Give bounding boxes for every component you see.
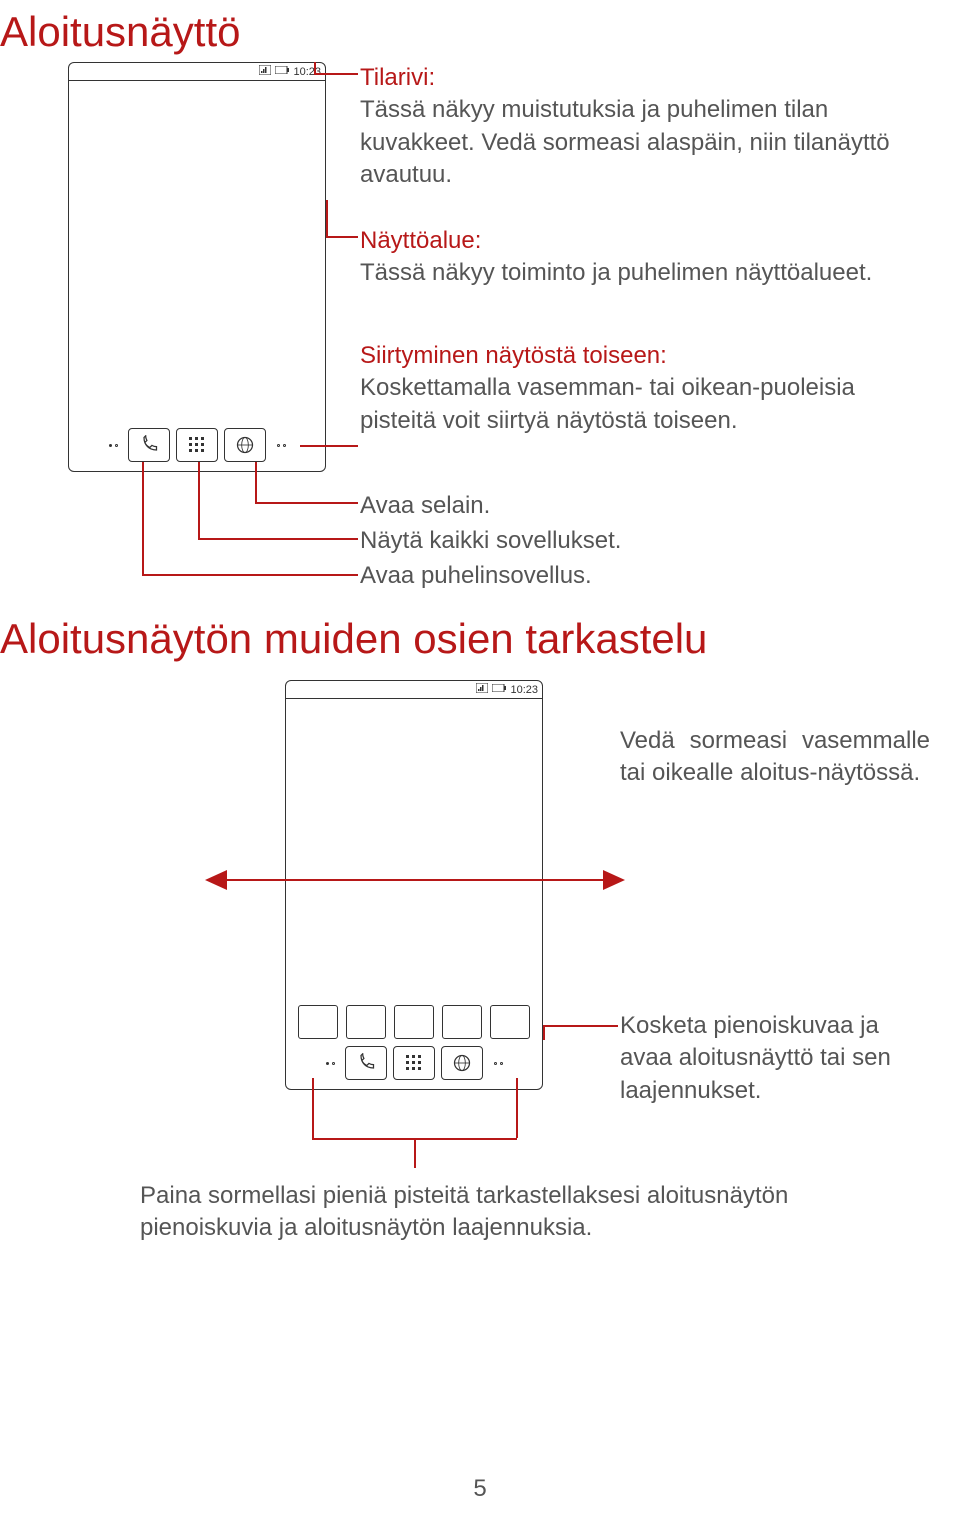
page: Aloitusnäyttö 10:23 (0, 0, 960, 1523)
thumbnail (346, 1005, 386, 1039)
battery-icon (492, 684, 506, 695)
phone-navbar (286, 1043, 542, 1083)
leader-line (543, 1025, 618, 1027)
phone-mockup-2: 10:23 (285, 680, 543, 1090)
leader-line (255, 502, 358, 504)
leader-tick (326, 200, 328, 237)
leader-tick (543, 1025, 545, 1040)
arrow-line (225, 879, 605, 881)
thumbnail (394, 1005, 434, 1039)
nayttoalue-body: Tässä näkyy toiminto ja puhelimen näyttö… (360, 259, 872, 286)
thumbnail (298, 1005, 338, 1039)
leader-line (300, 445, 358, 447)
leader-line (198, 538, 358, 540)
nav-apps-icon (393, 1046, 435, 1080)
callout-nayttoalue: Näyttöalue: Tässä näkyy toiminto ja puhe… (360, 225, 930, 290)
tilarivi-label: Tilarivi: (360, 64, 435, 91)
status-time: 10:23 (510, 684, 538, 696)
nayttoalue-label: Näyttöalue: (360, 227, 481, 254)
phone-navbar (69, 425, 325, 465)
leader-line (312, 1078, 314, 1138)
nav-phone-icon (345, 1046, 387, 1080)
callout-swipe: Vedä sormeasi vasemmalle tai oikealle al… (620, 725, 930, 790)
siirtyminen-label: Siirtyminen näytöstä toiseen: (360, 342, 667, 369)
status-bar: 10:23 (286, 681, 542, 699)
callout-thumbnail: Kosketa pienoiskuvaa ja avaa aloitusnäyt… (620, 1010, 935, 1107)
siirtyminen-body: Koskettamalla vasemman- tai oikean-puole… (360, 374, 855, 433)
dots-right (489, 1062, 507, 1065)
leader-line (516, 1078, 518, 1138)
arrow-head-left (205, 870, 227, 890)
heading-aloitusnaytto: Aloitusnäyttö (0, 8, 240, 56)
thumbnail-row (296, 1005, 532, 1039)
nav-phone-icon (128, 428, 170, 462)
thumbnail (490, 1005, 530, 1039)
phone-mockup-1: 10:23 (68, 62, 326, 472)
status-time: 10:23 (293, 66, 321, 78)
dots-left (104, 444, 122, 447)
thumbnail (442, 1005, 482, 1039)
nav-browser-icon (441, 1046, 483, 1080)
page-number: 5 (0, 1475, 960, 1503)
leader-line (414, 1138, 416, 1168)
callout-avaa-puhelin: Avaa puhelinsovellus. (360, 560, 592, 592)
battery-icon (275, 66, 289, 77)
dots-left (321, 1062, 339, 1065)
signal-icon (259, 65, 271, 78)
tilarivi-body: Tässä näkyy muistutuksia ja puhelimen ti… (360, 96, 890, 188)
nav-browser-icon (224, 428, 266, 462)
arrow-head-right (603, 870, 625, 890)
dots-right (272, 444, 290, 447)
callout-nayta-sovellukset: Näytä kaikki sovellukset. (360, 525, 621, 557)
nav-apps-icon (176, 428, 218, 462)
leader-line (142, 574, 358, 576)
leader-line (142, 462, 144, 574)
leader-line (326, 236, 358, 238)
callout-tilarivi: Tilarivi: Tässä näkyy muistutuksia ja pu… (360, 62, 930, 192)
leader-line (198, 462, 200, 538)
heading-tarkastelu: Aloitusnäytön muiden osien tarkastelu (0, 615, 707, 663)
callout-siirtyminen: Siirtyminen näytöstä toiseen: Koskettama… (360, 340, 930, 437)
status-bar: 10:23 (69, 63, 325, 81)
signal-icon (476, 683, 488, 696)
callout-bottom: Paina sormellasi pieniä pisteitä tarkast… (140, 1180, 840, 1245)
callout-avaa-selain: Avaa selain. (360, 490, 490, 522)
leader-line (314, 73, 358, 75)
leader-line (255, 462, 257, 502)
